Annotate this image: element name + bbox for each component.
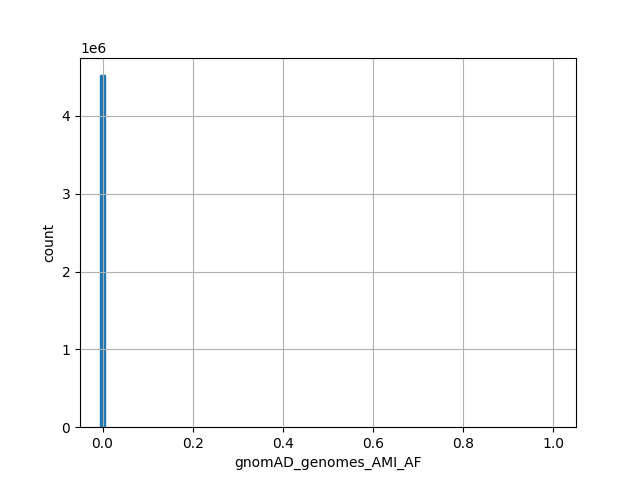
Y-axis label: count: count (42, 223, 56, 262)
Bar (100, 75, 105, 427)
X-axis label: gnomAD_genomes_AMI_AF: gnomAD_genomes_AMI_AF (234, 456, 422, 470)
